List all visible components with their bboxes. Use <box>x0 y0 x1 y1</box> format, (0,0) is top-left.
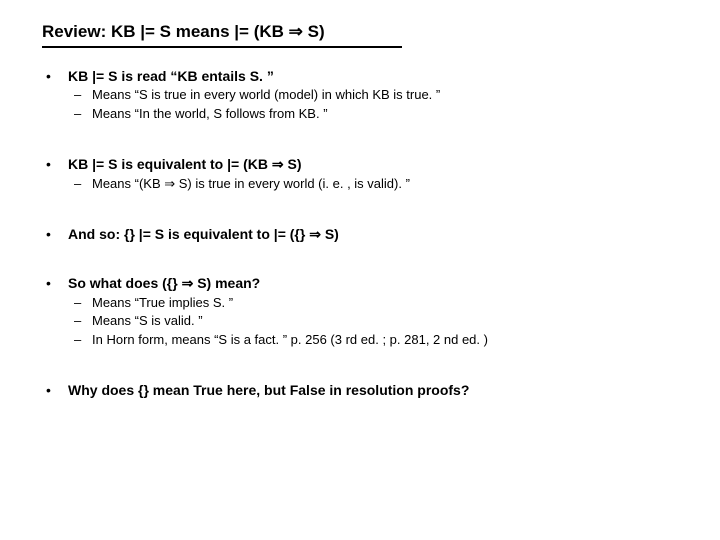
sub-item: Means “In the world, S follows from KB. … <box>68 105 680 124</box>
slide: Review: KB |= S means |= (KB ⇒ S) KB |= … <box>0 0 720 540</box>
bullet-item: KB |= S is equivalent to |= (KB ⇒ S) Mea… <box>42 156 680 194</box>
bullet-main: Why does {} mean True here, but False in… <box>68 382 469 398</box>
sub-item: Means “S is true in every world (model) … <box>68 86 680 105</box>
bullet-item: KB |= S is read “KB entails S. ” Means “… <box>42 68 680 124</box>
bullet-list: KB |= S is read “KB entails S. ” Means “… <box>42 68 680 398</box>
bullet-item: Why does {} mean True here, but False in… <box>42 382 680 398</box>
sub-item: Means “(KB ⇒ S) is true in every world (… <box>68 175 680 194</box>
bullet-main: KB |= S is equivalent to |= (KB ⇒ S) <box>68 156 302 172</box>
bullet-main: So what does ({} ⇒ S) mean? <box>68 275 260 291</box>
sub-list: Means “True implies S. ” Means “S is val… <box>68 294 680 351</box>
sub-item: In Horn form, means “S is a fact. ” p. 2… <box>68 331 680 350</box>
sub-item: Means “S is valid. ” <box>68 312 680 331</box>
bullet-main: KB |= S is read “KB entails S. ” <box>68 68 274 84</box>
title-rule <box>42 46 402 48</box>
bullet-item: And so: {} |= S is equivalent to |= ({} … <box>42 226 680 243</box>
sub-list: Means “(KB ⇒ S) is true in every world (… <box>68 175 680 194</box>
sub-list: Means “S is true in every world (model) … <box>68 86 680 124</box>
bullet-main: And so: {} |= S is equivalent to |= ({} … <box>68 226 339 242</box>
sub-item: Means “True implies S. ” <box>68 294 680 313</box>
slide-title: Review: KB |= S means |= (KB ⇒ S) <box>42 22 680 42</box>
bullet-item: So what does ({} ⇒ S) mean? Means “True … <box>42 275 680 351</box>
